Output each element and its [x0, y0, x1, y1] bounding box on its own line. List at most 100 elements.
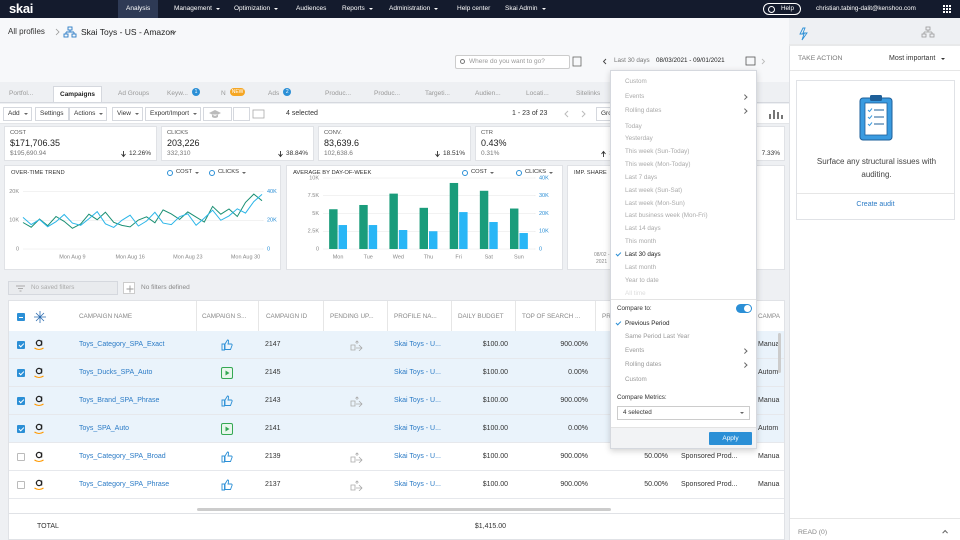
- nav-item[interactable]: Skai Admin: [497, 0, 552, 18]
- menu-item[interactable]: Rolling dates: [611, 105, 756, 117]
- table-link[interactable]: Skai Toys - U...: [394, 481, 441, 488]
- menu-item[interactable]: Custom: [611, 374, 756, 386]
- search-box[interactable]: Where do you want to go?: [455, 55, 570, 69]
- column-header[interactable]: CAMPA: [758, 313, 780, 320]
- column-header[interactable]: TOP OF SEARCH ...: [522, 313, 581, 320]
- menu-item[interactable]: Last 30 days: [611, 249, 756, 261]
- menu-item[interactable]: Custom: [611, 76, 756, 88]
- table-link[interactable]: Toys_Category_SPA_Phrase: [79, 481, 170, 488]
- tab[interactable]: Locati...: [520, 86, 555, 102]
- caret: [99, 113, 104, 115]
- nav-item[interactable]: Administration: [381, 0, 444, 18]
- create-audit[interactable]: Create audit: [856, 201, 895, 208]
- checkbox[interactable]: [17, 425, 25, 433]
- table-link[interactable]: Skai Toys - U...: [394, 425, 441, 432]
- user-email[interactable]: christian.tabing-dalit@kenshoo.com: [816, 5, 916, 12]
- legend-item[interactable]: CLICKS: [516, 169, 554, 176]
- table-link[interactable]: Toys_Category_SPA_Exact: [79, 341, 165, 348]
- menu-item[interactable]: Last week (Sun-Sat): [611, 185, 756, 197]
- menu-item[interactable]: Year to date: [611, 275, 756, 287]
- menu-item[interactable]: Rolling dates: [611, 359, 756, 371]
- pending-shape: [350, 480, 363, 491]
- checkbox[interactable]: [17, 313, 25, 321]
- menu-item[interactable]: Last 14 days: [611, 223, 756, 235]
- pagination: 1 - 23 of 23: [512, 110, 548, 117]
- menu-item[interactable]: Yesterday: [611, 133, 756, 145]
- add-filter[interactable]: [123, 282, 135, 294]
- menu-item[interactable]: Previous Period: [611, 318, 756, 330]
- scrollbar-h: [197, 508, 611, 511]
- tab[interactable]: N NEW: [215, 86, 251, 102]
- column-header[interactable]: PENDING UP...: [330, 313, 374, 320]
- breadcrumb-profile[interactable]: Skai Toys - US - Amazon: [81, 27, 175, 37]
- help-button[interactable]: Help: [763, 3, 801, 15]
- kpi-value: 0.43%: [481, 138, 507, 148]
- checkbox[interactable]: [17, 481, 25, 489]
- menu-item[interactable]: Same Period Last Year: [611, 331, 756, 343]
- legend-item[interactable]: CLICKS: [209, 169, 247, 176]
- table-link[interactable]: Skai Toys - U...: [394, 453, 441, 460]
- column-header[interactable]: PROFILE NA...: [394, 313, 437, 320]
- checkbox[interactable]: [17, 341, 25, 349]
- toolbar-button[interactable]: Add: [3, 107, 32, 121]
- nav-item[interactable]: Management: [166, 0, 226, 18]
- column-header[interactable]: CAMPAIGN S...: [202, 313, 247, 320]
- nav-item[interactable]: Reports: [334, 0, 379, 18]
- tab[interactable]: Portfol...: [3, 86, 39, 102]
- column-header[interactable]: CAMPAIGN NAME: [79, 313, 133, 320]
- checkbox[interactable]: [17, 453, 25, 461]
- toolbar-button[interactable]: Export/Import: [145, 107, 202, 121]
- date-preset[interactable]: Last 30 days: [614, 57, 650, 64]
- menu-item[interactable]: Last week (Mon-Sun): [611, 198, 756, 210]
- menu-item[interactable]: This month: [611, 236, 756, 248]
- sort-select[interactable]: Most important: [889, 55, 946, 62]
- menu-item[interactable]: Events: [611, 91, 756, 103]
- column-header[interactable]: PR: [602, 313, 611, 320]
- menu-item[interactable]: This week (Sun-Today): [611, 146, 756, 158]
- table-link[interactable]: Skai Toys - U...: [394, 369, 441, 376]
- tab[interactable]: Targeti...: [419, 86, 456, 102]
- nav-item[interactable]: Help center: [449, 0, 498, 18]
- table-link[interactable]: Toys_Category_SPA_Broad: [79, 453, 166, 460]
- column-header[interactable]: DAILY BUDGET: [458, 313, 504, 320]
- menu-item[interactable]: Today: [611, 121, 756, 133]
- legend-item[interactable]: COST: [167, 169, 200, 176]
- checkbox[interactable]: [17, 397, 25, 405]
- menu-item[interactable]: Last business week (Mon-Fri): [611, 210, 756, 222]
- menu-item[interactable]: Last month: [611, 262, 756, 274]
- metrics-select[interactable]: 4 selected: [617, 406, 750, 420]
- table-link[interactable]: Toys_SPA_Auto: [79, 425, 130, 432]
- date-range[interactable]: 08/03/2021 - 09/01/2021: [656, 57, 725, 64]
- table-link[interactable]: Skai Toys - U...: [394, 341, 441, 348]
- toolbar-button[interactable]: View: [112, 107, 143, 121]
- tab[interactable]: Ads 2: [262, 86, 297, 102]
- checkbox[interactable]: [17, 369, 25, 377]
- apply-button[interactable]: Apply: [709, 432, 752, 445]
- nav-item[interactable]: Audiences: [288, 0, 334, 18]
- table-link[interactable]: Toys_Ducks_SPA_Auto: [79, 369, 153, 376]
- tab[interactable]: Campaigns: [53, 86, 103, 102]
- compare-toggle[interactable]: [736, 304, 752, 313]
- card: CLICKS 203,226 332,310 38.84%: [161, 126, 314, 161]
- table-link[interactable]: Skai Toys - U...: [394, 397, 441, 404]
- tab[interactable]: Sitelinks: [570, 86, 606, 102]
- menu-item[interactable]: Events: [611, 345, 756, 357]
- toolbar-button[interactable]: Actions: [69, 107, 108, 121]
- menu-item[interactable]: This week (Mon-Today): [611, 159, 756, 171]
- nav-item[interactable]: Optimization: [226, 0, 284, 18]
- menu-item[interactable]: Last 7 days: [611, 172, 756, 184]
- saved-filters[interactable]: No saved filters: [8, 281, 118, 295]
- legend-item[interactable]: COST: [462, 169, 495, 176]
- breadcrumb-root[interactable]: All profiles: [8, 27, 45, 36]
- tab[interactable]: Produc...: [319, 86, 357, 102]
- tab[interactable]: Keyw... 1: [161, 86, 206, 102]
- nav-item[interactable]: Analysis: [118, 0, 159, 18]
- tab[interactable]: Audien...: [469, 86, 507, 102]
- panel-footer[interactable]: READ (0): [798, 529, 828, 536]
- column-header[interactable]: CAMPAIGN ID: [266, 313, 308, 320]
- toolbar-button[interactable]: Settings: [35, 107, 69, 121]
- tab[interactable]: Ad Groups: [112, 86, 155, 102]
- table-link[interactable]: Toys_Brand_SPA_Phrase: [79, 397, 160, 404]
- menu-item[interactable]: All time: [611, 288, 756, 300]
- tab[interactable]: Produc...: [368, 86, 406, 102]
